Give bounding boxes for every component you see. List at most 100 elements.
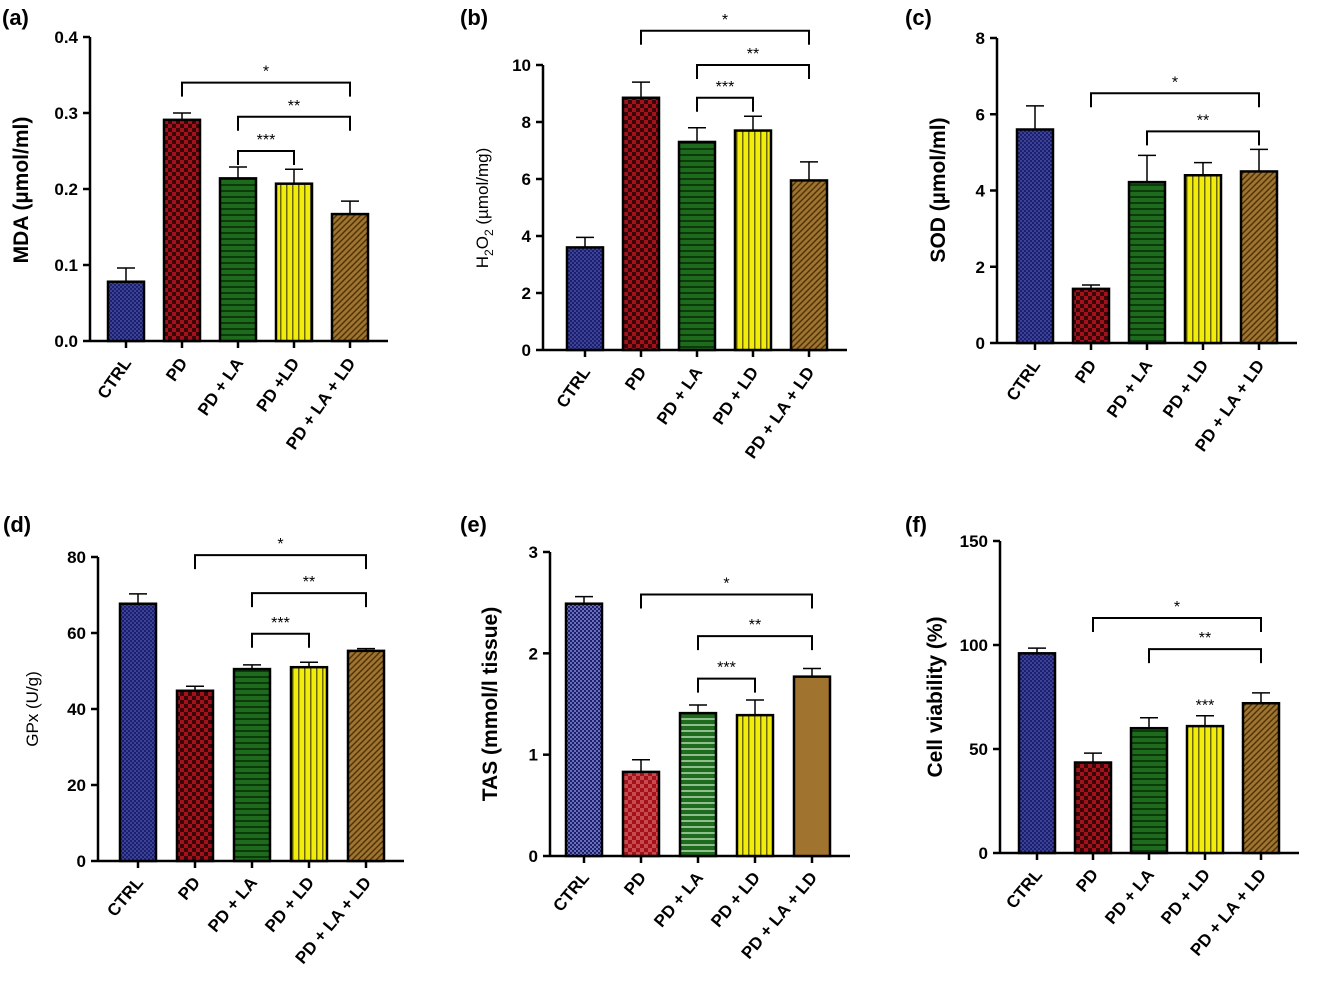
significance-label: * xyxy=(723,576,729,593)
bar-pd-ld xyxy=(733,129,773,352)
significance-label: * xyxy=(1174,599,1180,616)
x-tick-label: PD + LD xyxy=(709,363,762,428)
y-tick-label: 0.1 xyxy=(54,256,78,275)
y-tick-label: 0 xyxy=(979,844,988,863)
y-tick-label: 100 xyxy=(960,636,988,655)
panel-letter: (e) xyxy=(460,512,487,537)
panel-letter: (d) xyxy=(3,512,31,537)
bar-annotation: *** xyxy=(1196,698,1215,715)
y-tick-label: 2 xyxy=(529,644,538,663)
bar-pd-la xyxy=(218,177,258,343)
y-axis-label: GPx (U/g) xyxy=(23,671,42,747)
significance-label: ** xyxy=(747,46,759,63)
significance-bracket xyxy=(696,96,754,112)
y-tick-label: 4 xyxy=(522,227,532,246)
y-tick-label: 60 xyxy=(67,624,86,643)
significance-bracket xyxy=(1092,616,1262,632)
bar-ctrl xyxy=(118,602,158,863)
y-tick-label: 0.0 xyxy=(54,332,78,351)
bar-pd-la xyxy=(678,711,718,858)
bar-pd-ld xyxy=(1185,724,1225,855)
y-tick-label: 8 xyxy=(976,29,985,48)
significance-label: ** xyxy=(749,617,761,634)
y-axis-label: H2O2 (µmol/mg) xyxy=(473,148,496,268)
significance-label: *** xyxy=(257,132,276,149)
significance-bracket xyxy=(251,592,367,608)
significance-bracket xyxy=(251,632,310,648)
significance-label: ** xyxy=(303,574,315,591)
bar-ctrl xyxy=(564,602,604,858)
bar-pd-la xyxy=(232,667,272,863)
bar-pd xyxy=(162,118,202,343)
y-tick-label: 20 xyxy=(67,776,86,795)
x-tick-label: PD + LD xyxy=(707,868,764,931)
y-tick-label: 0.4 xyxy=(54,28,78,47)
y-tick-label: 1 xyxy=(529,746,538,765)
y-tick-label: 40 xyxy=(67,700,86,719)
x-tick-label: CTRL xyxy=(94,354,136,402)
panel-e: (e) 0 1 2 3 TAS (mmol/l tissue) CTRL PD PD + LA P… xyxy=(460,512,850,963)
x-tick-label: PD +LD xyxy=(253,354,304,415)
y-axis-label: Cell viability (%) xyxy=(924,616,947,777)
x-tick-label: CTRL xyxy=(103,873,147,920)
significance-bracket xyxy=(696,64,810,79)
panel-b: (b) 0 2 4 6 8 10 H2O2 (µmol/mg) CTRL PD PD + LA PD … xyxy=(460,5,847,462)
significance-label: *** xyxy=(717,660,736,677)
x-tick-label: PD + LA xyxy=(194,354,247,419)
significance-label: * xyxy=(277,536,283,553)
bar-pd xyxy=(1071,287,1111,345)
bar-pd-la-ld xyxy=(346,649,386,863)
x-tick-label: CTRL xyxy=(1002,865,1046,912)
bar-ctrl xyxy=(1015,128,1055,345)
significance-label: * xyxy=(722,12,728,29)
y-tick-label: 4 xyxy=(976,182,986,201)
bar-pd-la-ld xyxy=(1241,701,1281,855)
significance-label: *** xyxy=(271,615,290,632)
x-tick-label: PD + LA xyxy=(650,868,707,931)
significance-bracket xyxy=(640,593,813,609)
bar-pd-la-ld xyxy=(789,179,829,352)
bar-pd-la-ld xyxy=(1239,170,1279,345)
panel-letter: (f) xyxy=(905,512,927,537)
y-axis-label: MDA (µmol/ml) xyxy=(10,117,33,264)
y-tick-label: 2 xyxy=(522,284,531,303)
y-tick-label: 8 xyxy=(522,113,531,132)
x-tick-label: PD + LA xyxy=(653,363,706,428)
y-tick-label: 80 xyxy=(67,548,86,567)
y-tick-label: 0 xyxy=(529,847,538,866)
bar-pd-la xyxy=(1127,180,1167,345)
x-tick-label: PD xyxy=(621,363,650,393)
bar-pd-la-ld xyxy=(330,212,370,343)
x-tick-label: PD xyxy=(1071,356,1100,386)
x-tick-label: CTRL xyxy=(553,363,595,411)
y-tick-label: 10 xyxy=(512,56,531,75)
x-tick-label: PD + LD xyxy=(261,873,318,936)
significance-label: *** xyxy=(716,79,735,96)
bar-ctrl xyxy=(565,246,605,352)
significance-bracket xyxy=(697,635,813,651)
significance-bracket xyxy=(1148,648,1262,664)
y-tick-label: 50 xyxy=(969,740,988,759)
x-tick-label: CTRL xyxy=(1003,356,1045,404)
bar-ctrl xyxy=(1017,652,1057,855)
bar-pd-ld xyxy=(289,665,329,863)
bar-pd-ld xyxy=(274,182,314,343)
x-tick-label: PD + LA xyxy=(1103,356,1156,421)
significance-label: ** xyxy=(1197,112,1209,129)
bar-pd xyxy=(175,689,215,863)
panel-d: (d) 0 20 40 60 80 GPx (U/g) CTRL PD PD + LA PD + L… xyxy=(3,512,404,968)
bar-pd xyxy=(621,96,661,352)
significance-label: * xyxy=(1172,74,1178,91)
x-tick-label: PD + LA xyxy=(204,873,261,936)
significance-label: * xyxy=(263,64,269,81)
bar-pd-la-ld xyxy=(792,675,832,858)
significance-bracket xyxy=(194,554,367,570)
y-axis-label: TAS (mmol/l tissue) xyxy=(479,607,502,801)
significance-bracket xyxy=(1090,92,1260,108)
significance-label: ** xyxy=(288,98,300,115)
y-tick-label: 0 xyxy=(976,334,985,353)
x-tick-label: PD xyxy=(1072,865,1102,895)
y-tick-label: 0 xyxy=(77,852,86,871)
